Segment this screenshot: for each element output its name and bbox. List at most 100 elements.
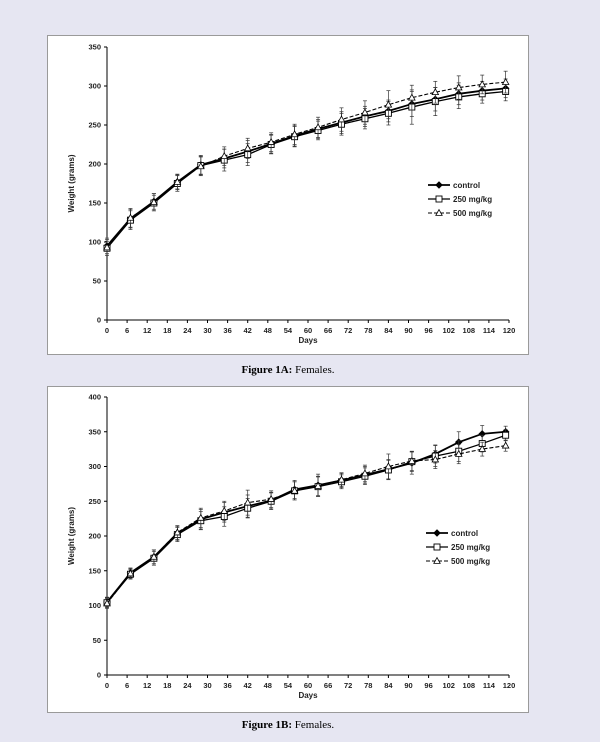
data-point	[196, 162, 205, 170]
data-point	[290, 486, 299, 494]
y-tick-label: 0	[97, 671, 101, 680]
y-tick-label: 250	[88, 121, 101, 130]
x-tick-label: 84	[384, 326, 393, 335]
y-tick-label: 50	[93, 277, 101, 286]
data-point	[126, 569, 135, 577]
data-point	[502, 431, 510, 439]
y-tick-label: 300	[88, 82, 101, 91]
x-tick-label: 6	[125, 681, 129, 690]
chart-panel-a: 0 50 100 150 200 250 300 350 0 6 12 18 24 30 36 42 48 54 6…	[47, 35, 529, 355]
x-tick-label: 108	[463, 681, 476, 690]
x-tick-label: 42	[244, 681, 252, 690]
x-tick-label: 42	[244, 326, 252, 335]
data-point	[384, 100, 393, 108]
legend-marker	[435, 181, 443, 189]
data-point	[361, 469, 369, 477]
data-point	[150, 552, 158, 560]
x-axis-label: Days	[298, 691, 318, 700]
x-tick-label: 90	[404, 681, 412, 690]
series-line	[106, 81, 506, 248]
series-250-mg-kg	[103, 81, 510, 256]
x-tick-label: 0	[105, 326, 109, 335]
x-tick-label: 18	[163, 326, 171, 335]
legend: control 250 mg/kg 500 mg/kg	[426, 529, 490, 566]
data-point	[431, 88, 440, 96]
legend-marker	[433, 529, 441, 537]
series-500-mg-kg	[103, 439, 510, 609]
x-tick-label: 24	[183, 326, 192, 335]
x-axis-label: Days	[298, 336, 318, 345]
legend-label: 250 mg/kg	[453, 195, 492, 204]
data-point	[290, 130, 299, 138]
x-tick-label: 24	[183, 681, 192, 690]
x-tick-label: 78	[364, 326, 372, 335]
series-line	[106, 445, 506, 604]
x-tick-label: 48	[264, 326, 272, 335]
series-500-mg-kg	[103, 70, 510, 256]
x-tick-label: 60	[304, 681, 312, 690]
weight-chart-b: 0 50 100 150 200 250 300 350 400 0 6 12 18 24 30 36 42 48…	[67, 393, 515, 700]
data-point	[173, 177, 182, 185]
data-point	[103, 243, 111, 251]
x-tick-label: 84	[384, 681, 393, 690]
x-tick-label: 66	[324, 326, 332, 335]
x-tick-label: 66	[324, 681, 332, 690]
series-control	[103, 78, 510, 255]
caption-text-b: Females.	[292, 719, 335, 731]
y-tick-label: 200	[88, 532, 101, 541]
chart-panel-b: 0 50 100 150 200 250 300 350 400 0 6 12 18 24 30 36 42 48…	[47, 386, 529, 713]
y-tick-label: 100	[88, 601, 101, 610]
data-point	[501, 441, 510, 449]
x-tick-label: 72	[344, 681, 352, 690]
caption-label-b: Figure 1B:	[241, 719, 293, 731]
y-tick-label: 100	[88, 238, 101, 247]
y-tick-label: 400	[88, 393, 101, 402]
x-tick-label: 72	[344, 326, 352, 335]
x-tick-label: 108	[463, 326, 476, 335]
x-tick-label: 30	[203, 681, 211, 690]
caption-label-a: Figure 1A:	[241, 364, 293, 376]
data-point	[478, 444, 487, 452]
legend-marker	[435, 208, 443, 216]
x-tick-label: 12	[143, 326, 151, 335]
data-point	[407, 93, 416, 101]
y-tick-label: 350	[88, 427, 101, 436]
x-tick-label: 18	[163, 681, 171, 690]
data-point	[150, 197, 158, 206]
data-point	[454, 83, 463, 91]
legend-marker	[435, 195, 443, 203]
series-250-mg-kg	[103, 429, 510, 608]
x-tick-label: 114	[483, 681, 496, 690]
data-point	[454, 449, 463, 457]
y-tick-label: 150	[88, 199, 101, 208]
data-point	[267, 137, 276, 145]
data-point	[220, 506, 229, 514]
data-point	[126, 213, 135, 221]
data-point	[478, 80, 487, 88]
weight-chart-a: 0 50 100 150 200 250 300 350 0 6 12 18 24 30 36 42 48 54 6…	[67, 43, 516, 345]
x-tick-label: 60	[304, 326, 312, 335]
caption-text-a: Females.	[292, 364, 335, 376]
figure-caption-a: Figure 1A: Females.	[47, 364, 529, 376]
legend-marker	[433, 543, 441, 551]
x-tick-label: 90	[404, 326, 412, 335]
legend-label: control	[453, 181, 480, 190]
x-tick-label: 6	[125, 326, 129, 335]
y-axis-label: Weight (grams)	[67, 154, 76, 212]
data-point	[196, 513, 205, 521]
data-point	[220, 151, 229, 159]
legend-label: 500 mg/kg	[453, 209, 492, 218]
data-point	[267, 494, 276, 502]
y-tick-label: 350	[88, 43, 101, 52]
y-tick-label: 0	[97, 316, 101, 325]
x-tick-label: 78	[364, 681, 372, 690]
y-tick-label: 200	[88, 160, 101, 169]
x-tick-label: 36	[223, 326, 231, 335]
x-tick-label: 54	[284, 326, 293, 335]
x-tick-label: 120	[503, 326, 516, 335]
x-tick-label: 30	[203, 326, 211, 335]
data-point	[361, 108, 369, 116]
data-point	[314, 123, 322, 131]
data-point	[173, 528, 182, 536]
data-point	[337, 475, 346, 483]
